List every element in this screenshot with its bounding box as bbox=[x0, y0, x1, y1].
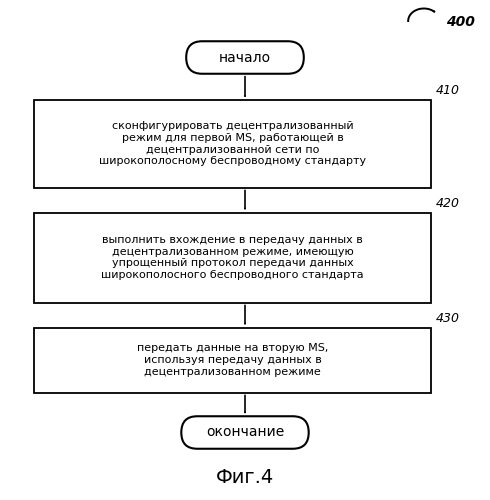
Text: Фиг.4: Фиг.4 bbox=[216, 468, 274, 487]
Text: начало: начало bbox=[219, 50, 271, 64]
FancyBboxPatch shape bbox=[34, 328, 431, 392]
FancyBboxPatch shape bbox=[34, 100, 431, 188]
Text: выполнить вхождение в передачу данных в
децентрализованном режиме, имеющую
упрощ: выполнить вхождение в передачу данных в … bbox=[101, 235, 364, 280]
Text: окончание: окончание bbox=[206, 426, 284, 440]
Text: передать данные на вторую MS,
используя передачу данных в
децентрализованном реж: передать данные на вторую MS, используя … bbox=[137, 344, 328, 376]
FancyBboxPatch shape bbox=[181, 416, 309, 449]
Text: 430: 430 bbox=[436, 312, 460, 325]
Text: 410: 410 bbox=[436, 84, 460, 98]
FancyBboxPatch shape bbox=[34, 212, 431, 302]
Text: 420: 420 bbox=[436, 197, 460, 210]
FancyBboxPatch shape bbox=[186, 42, 304, 74]
Text: сконфигурировать децентрализованный
режим для первой MS, работающей в
децентрали: сконфигурировать децентрализованный режи… bbox=[99, 122, 367, 166]
Text: 400: 400 bbox=[446, 16, 475, 30]
